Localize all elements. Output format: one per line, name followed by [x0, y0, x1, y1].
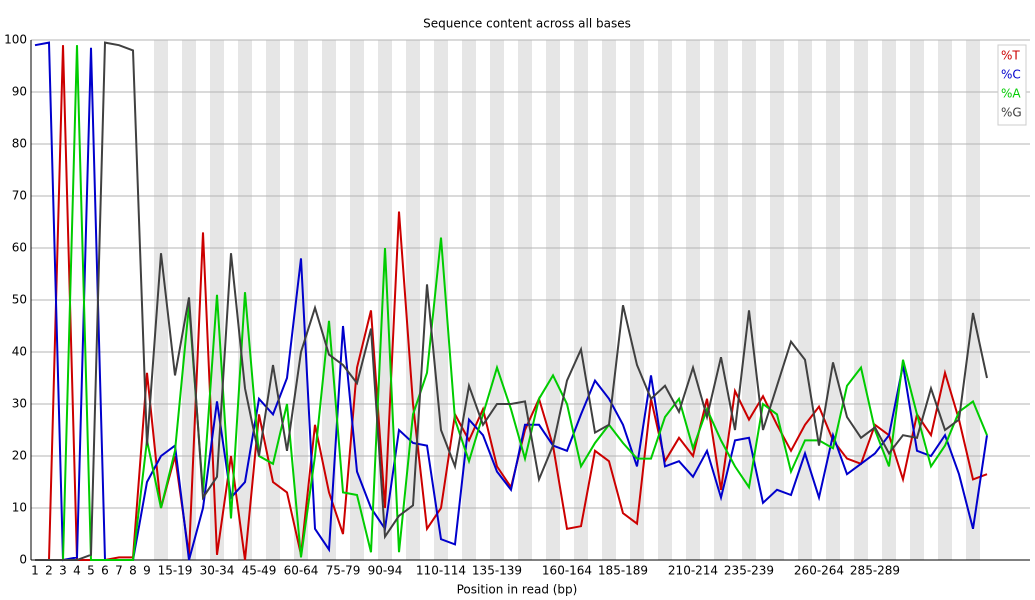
x-tick-label: 8	[129, 564, 137, 578]
legend-label: %G	[1001, 106, 1022, 120]
x-tick-label: 210-214	[668, 564, 718, 578]
y-tick-label: 70	[12, 189, 27, 203]
y-tick-label: 80	[12, 137, 27, 151]
x-tick-label: 45-49	[242, 564, 277, 578]
chart-title: Sequence content across all bases	[423, 17, 631, 31]
x-tick-label: 75-79	[326, 564, 361, 578]
legend-box	[997, 44, 1027, 126]
x-tick-label: 4	[73, 564, 81, 578]
series-line	[35, 41, 988, 561]
x-tick-label: 235-239	[724, 564, 774, 578]
y-tick-label: 10	[12, 501, 27, 515]
x-tick-label: 9	[143, 564, 151, 578]
y-tick-label: 40	[12, 345, 27, 359]
x-tick-label: 1	[31, 564, 39, 578]
x-tick-label: 285-289	[850, 564, 900, 578]
y-tick-label: 50	[12, 293, 27, 307]
legend-label: %A	[1001, 87, 1021, 101]
x-tick-label: 160-164	[542, 564, 592, 578]
series-line	[35, 45, 988, 561]
y-tick-label: 30	[12, 397, 27, 411]
x-tick-label: 60-64	[284, 564, 319, 578]
x-tick-label: 90-94	[368, 564, 403, 578]
y-tick-label: 20	[12, 449, 27, 463]
x-tick-label: 2	[45, 564, 53, 578]
y-tick-label: 100	[4, 33, 27, 47]
x-tick-label: 135-139	[472, 564, 522, 578]
legend-label: %T	[1001, 49, 1020, 63]
legend-label: %C	[1001, 68, 1021, 82]
x-tick-label: 5	[87, 564, 95, 578]
y-tick-label: 90	[12, 85, 27, 99]
x-tick-label: 110-114	[416, 564, 466, 578]
series-line	[34, 41, 988, 562]
y-tick-label: 60	[12, 241, 27, 255]
y-tick-label: 0	[19, 553, 27, 567]
x-tick-label: 6	[101, 564, 109, 578]
x-tick-label: 185-189	[598, 564, 648, 578]
x-axis-label: Position in read (bp)	[457, 583, 578, 597]
x-tick-label: 3	[59, 564, 67, 578]
x-tick-label: 15-19	[158, 564, 193, 578]
x-tick-label: 30-34	[200, 564, 235, 578]
x-tick-label: 7	[115, 564, 123, 578]
x-tick-label: 260-264	[794, 564, 844, 578]
